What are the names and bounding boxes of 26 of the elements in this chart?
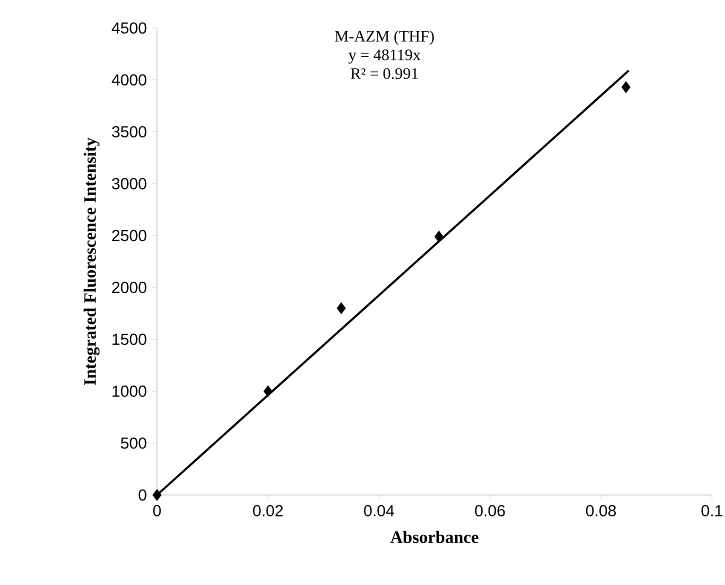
x-tick-label: 0.04 <box>364 505 394 516</box>
point <box>434 230 444 242</box>
y-tick-label: 2500 <box>112 230 146 242</box>
y-tick-label: 0 <box>138 489 146 501</box>
y-tick-label: 1500 <box>112 334 146 345</box>
annotation: R² = 0.991 <box>350 68 418 80</box>
x-tick-label: 0.06 <box>475 505 505 516</box>
point <box>336 302 346 314</box>
point <box>152 489 162 501</box>
y-axis-title: Integrated Fluorescence Intensity <box>84 138 100 385</box>
annotation: y = 48119x <box>348 49 421 64</box>
point <box>622 81 630 94</box>
y-tick-label: 4000 <box>112 74 146 86</box>
y-tick-label: 3500 <box>112 126 146 138</box>
y-tick-label: 3000 <box>112 178 146 190</box>
y-tick-label: 1000 <box>112 386 146 397</box>
point <box>264 385 272 398</box>
y-tick-label: 2000 <box>112 282 146 294</box>
y-tick-label: 4500 <box>112 22 146 34</box>
y-tick-label: 500 <box>120 437 146 449</box>
x-tick-label: 0.1 <box>702 505 722 516</box>
x-tick-label: 0.02 <box>253 505 283 516</box>
chart-title: M-AZM (THF) <box>335 30 434 45</box>
x-tick-label: 0.08 <box>586 505 616 516</box>
x-axis-title: Absorbance <box>390 530 478 544</box>
x-tick-label: 0 <box>153 505 161 516</box>
